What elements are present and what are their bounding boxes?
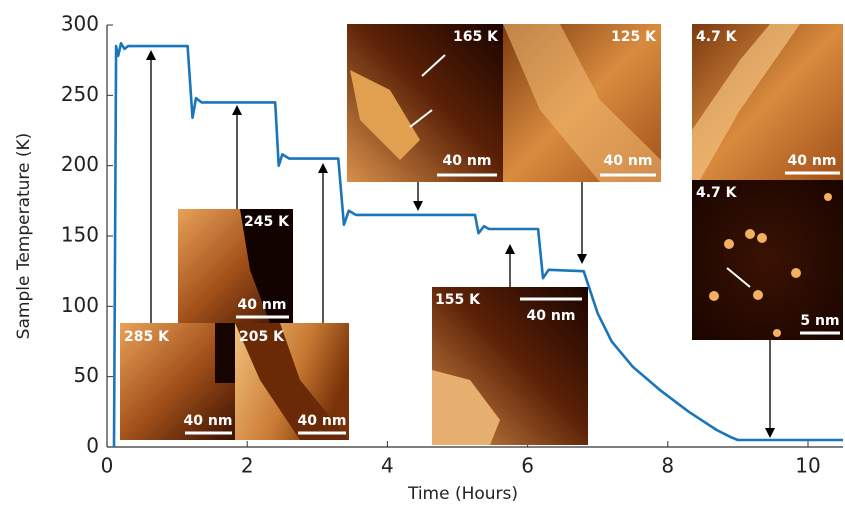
inset-285: 285 K 40 nm (120, 323, 235, 440)
x-tick-label: 0 (101, 454, 114, 478)
y-tick-label: 200 (61, 152, 99, 176)
inset-temperature: 4.7 K (696, 29, 738, 45)
inset-155: 155 K 40 nm (432, 287, 588, 445)
inset-temperature: 155 K (435, 292, 481, 308)
arrow-head (765, 428, 775, 438)
y-axis-label: Sample Temperature (K) (14, 133, 34, 340)
x-tick-label: 6 (521, 454, 534, 478)
inset-165: 165 K 40 nm (347, 24, 503, 182)
inset-scale: 40 nm (527, 308, 576, 324)
inset-125: 125 K 40 nm (503, 24, 661, 182)
y-tick-label: 100 (61, 293, 99, 317)
chart: Time (Hours) Sample Temperature (K) 0 50 1… (0, 0, 845, 508)
x-axis-label: Time (Hours) (407, 484, 518, 504)
inset-scale: 40 nm (604, 153, 653, 169)
inset-205: 205 K 40 nm (235, 323, 349, 440)
inset-temperature: 4.7 K (696, 185, 738, 201)
inset-scale: 40 nm (184, 413, 233, 429)
arrow-head (318, 163, 328, 173)
inset-245: 245 K 40 nm (178, 209, 293, 323)
inset-scale: 40 nm (298, 413, 347, 429)
inset-scale: 5 nm (800, 313, 839, 329)
inset-scale: 40 nm (443, 153, 492, 169)
inset-temperature: 125 K (611, 29, 657, 45)
x-tick-label: 8 (661, 454, 674, 478)
arrow-head (505, 244, 515, 254)
inset-scale: 40 nm (238, 297, 287, 313)
inset-temperature: 165 K (453, 29, 499, 45)
inset-temperature: 245 K (244, 214, 290, 230)
x-tick-label: 4 (381, 454, 394, 478)
inset-temperature: 285 K (124, 329, 170, 345)
arrow-head (577, 254, 587, 264)
inset-4-7a: 4.7 K 40 nm (692, 24, 843, 180)
y-tick-label: 50 (74, 363, 99, 387)
inset-temperature: 205 K (239, 329, 285, 345)
arrow-head (146, 50, 156, 60)
x-tick-label: 10 (795, 454, 820, 478)
inset-4-7b: 4.7 K 5 nm (692, 180, 843, 340)
y-tick-label: 250 (61, 82, 99, 106)
y-tick-label: 150 (61, 223, 99, 247)
arrow-head (232, 105, 242, 115)
y-tick-label: 0 (86, 434, 99, 458)
x-tick-label: 2 (241, 454, 254, 478)
y-tick-label: 300 (61, 12, 99, 36)
stm-image (215, 323, 235, 383)
inset-scale: 40 nm (788, 153, 837, 169)
arrow-head (413, 201, 423, 211)
